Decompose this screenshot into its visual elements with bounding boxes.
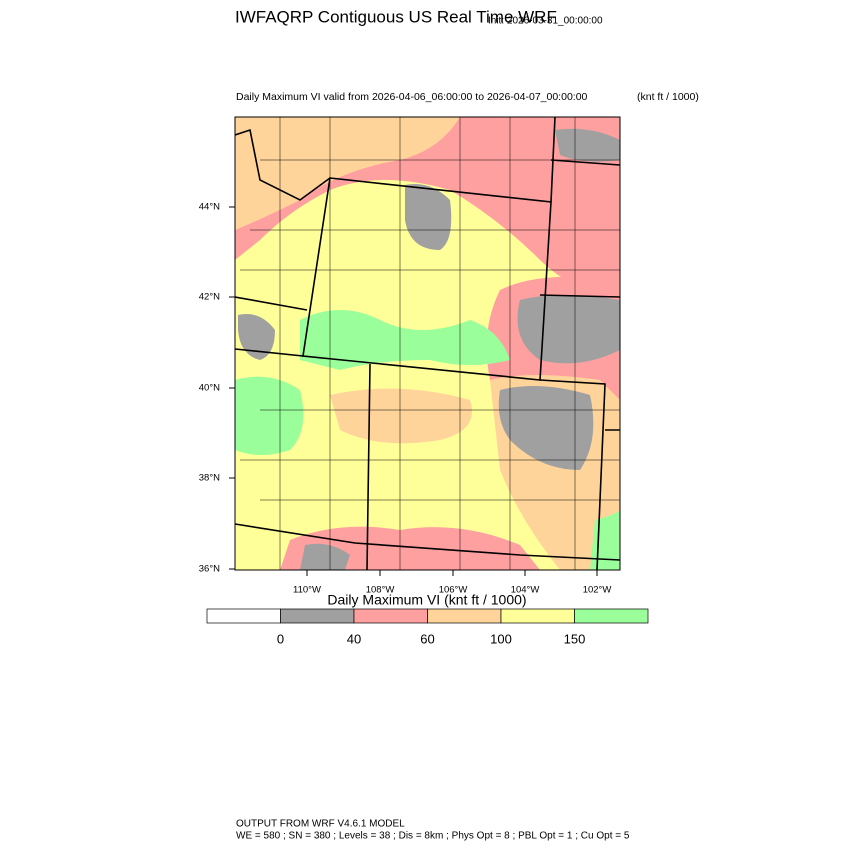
subtitle: Daily Maximum VI valid from 2026-04-06_0…	[236, 91, 588, 103]
axes: 44°N 42°N 40°N 38°N 36°N 110°W 108°W 106°W 104°W…	[199, 202, 612, 596]
map	[235, 117, 620, 570]
colorbar-swatch	[574, 608, 649, 624]
lat-label: 36°N	[199, 564, 220, 575]
colorbar-swatch	[206, 608, 281, 624]
lon-label: 104°W	[511, 585, 540, 596]
init-time: Init: 2026-03-31_00:00:00	[488, 16, 603, 27]
lon-label: 108°W	[366, 585, 395, 596]
colorbar-tick-label: 0	[277, 631, 284, 646]
title: IWFAQRP Contiguous US Real Time WRF	[235, 7, 557, 26]
colorbar-swatch	[353, 608, 428, 624]
lat-label: 42°N	[199, 292, 220, 303]
lat-label: 44°N	[199, 202, 220, 213]
colorbar-swatch	[500, 608, 575, 624]
lon-label: 106°W	[439, 585, 468, 596]
lon-label: 102°W	[583, 585, 612, 596]
lat-label: 38°N	[199, 473, 220, 484]
colorbar-swatch	[280, 608, 355, 624]
colorbar-title: Daily Maximum VI (knt ft / 1000)	[327, 592, 526, 608]
colorbar-tick-label: 150	[564, 631, 586, 646]
map-frame	[234, 116, 621, 571]
colorbar-tick-label: 60	[420, 631, 434, 646]
footer-line: WE = 580 ; SN = 380 ; Levels = 38 ; Dis …	[236, 831, 630, 842]
colorbar: 0 40 60 100 150	[206, 608, 649, 646]
units: (knt ft / 1000)	[637, 91, 699, 103]
colorbar-tick-label: 100	[490, 631, 512, 646]
lon-label: 110°W	[293, 585, 321, 596]
colorbar-tick-label: 40	[347, 631, 361, 646]
colorbar-swatch	[427, 608, 502, 624]
lat-label: 40°N	[199, 383, 220, 394]
footer-line: OUTPUT FROM WRF V4.6.1 MODEL	[236, 819, 405, 830]
